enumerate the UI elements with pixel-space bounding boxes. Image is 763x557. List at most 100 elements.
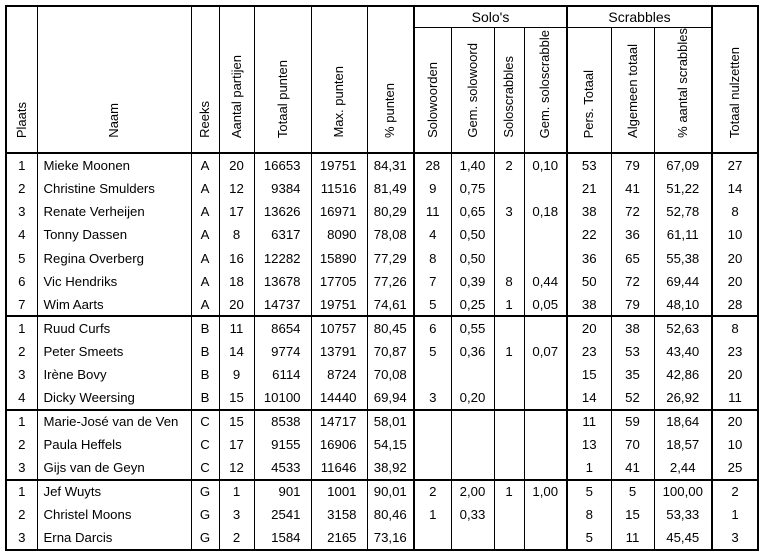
col-header-pct-punten-label: % punten <box>382 83 398 138</box>
cell-soloscrabbles: 1 <box>493 339 525 364</box>
cell-soloscrabbles <box>493 363 525 387</box>
cell-solowoorden <box>413 408 452 434</box>
col-header-pct-aantal-scrabbles: % aantal scrabbles <box>653 26 713 154</box>
cell-plaats: 2 <box>5 503 38 527</box>
cell-reeks: A <box>190 246 220 270</box>
cell-pers-totaal: 21 <box>566 176 612 200</box>
cell-reeks: G <box>190 478 220 504</box>
table-header: Plaats Naam Reeks Aantal partijen Totaal… <box>5 5 759 154</box>
cell-totaal-nulzetten: 20 <box>711 363 759 387</box>
cell-gem-solowoord: 0,39 <box>450 269 495 294</box>
cell-totaal-punten: 6114 <box>253 363 312 387</box>
cell-totaal-punten: 14737 <box>253 293 312 317</box>
cell-plaats: 1 <box>5 408 38 434</box>
table-row: 1 Ruud Curfs B 11 8654 10757 80,45 6 0,55 20 38 52,… <box>5 315 759 340</box>
col-header-soloscrabbles-label: Soloscrabbles <box>501 56 517 138</box>
cell-gem-soloscrabble <box>523 223 568 247</box>
cell-totaal-punten: 12282 <box>253 246 312 270</box>
cell-pers-totaal: 22 <box>566 223 612 247</box>
cell-pers-totaal: 1 <box>566 456 612 480</box>
cell-max-punten: 14717 <box>310 408 368 434</box>
cell-naam: Renate Verheijen <box>36 199 192 224</box>
cell-totaal-punten: 13678 <box>253 269 312 294</box>
table-row: 2 Christel Moons G 3 2541 3158 80,46 1 0,33 8 15 53… <box>5 503 759 527</box>
col-header-totaal-nulzetten: Totaal nulzetten <box>711 5 759 154</box>
cell-totaal-nulzetten: 23 <box>711 339 759 364</box>
cell-pct-punten: 70,87 <box>366 339 415 364</box>
cell-algemeen-totaal: 72 <box>610 199 655 224</box>
cell-soloscrabbles <box>493 176 525 200</box>
cell-pers-totaal: 5 <box>566 526 612 550</box>
cell-gem-soloscrabble: 0,10 <box>523 151 568 177</box>
cell-soloscrabbles <box>493 223 525 247</box>
col-header-naam: Naam <box>36 5 192 154</box>
table-row: 1 Mieke Moonen A 20 16653 19751 84,31 28 1,40 2 0,… <box>5 151 759 177</box>
cell-totaal-punten: 16653 <box>253 151 312 177</box>
table-body: 1 Mieke Moonen A 20 16653 19751 84,31 28 1,40 2 0,… <box>5 151 759 550</box>
cell-aantal-partijen: 2 <box>218 526 255 550</box>
cell-solowoorden: 8 <box>413 246 452 270</box>
col-header-soloscrabbles: Soloscrabbles <box>493 26 525 154</box>
cell-pct-aantal-scrabbles: 51,22 <box>653 176 713 200</box>
results-table: Plaats Naam Reeks Aantal partijen Totaal… <box>5 5 760 551</box>
col-header-totaal-nulzetten-label: Totaal nulzetten <box>727 46 743 138</box>
col-header-algemeen-totaal-label: Algemeen totaal <box>624 44 640 138</box>
cell-gem-solowoord: 0,55 <box>450 315 495 340</box>
cell-pct-punten: 80,45 <box>366 315 415 340</box>
cell-gem-solowoord: 0,33 <box>450 503 495 527</box>
cell-max-punten: 14440 <box>310 386 368 410</box>
cell-aantal-partijen: 17 <box>218 433 255 457</box>
cell-pct-punten: 84,31 <box>366 151 415 177</box>
cell-aantal-partijen: 12 <box>218 456 255 480</box>
cell-totaal-punten: 8538 <box>253 408 312 434</box>
cell-gem-soloscrabble <box>523 433 568 457</box>
cell-pct-punten: 38,92 <box>366 456 415 480</box>
cell-pct-aantal-scrabbles: 52,63 <box>653 315 713 340</box>
cell-gem-solowoord: 0,20 <box>450 386 495 410</box>
cell-reeks: C <box>190 408 220 434</box>
cell-plaats: 6 <box>5 269 38 294</box>
cell-pct-punten: 81,49 <box>366 176 415 200</box>
cell-max-punten: 8090 <box>310 223 368 247</box>
cell-totaal-nulzetten: 11 <box>711 386 759 410</box>
cell-naam: Tonny Dassen <box>36 223 192 247</box>
cell-pct-aantal-scrabbles: 26,92 <box>653 386 713 410</box>
cell-pct-aantal-scrabbles: 55,38 <box>653 246 713 270</box>
cell-pct-punten: 74,61 <box>366 293 415 317</box>
cell-max-punten: 2165 <box>310 526 368 550</box>
col-header-aantal-partijen-label: Aantal partijen <box>228 54 244 138</box>
cell-plaats: 3 <box>5 199 38 224</box>
cell-pers-totaal: 23 <box>566 339 612 364</box>
cell-naam: Christel Moons <box>36 503 192 527</box>
cell-reeks: A <box>190 151 220 177</box>
cell-gem-soloscrabble <box>523 363 568 387</box>
cell-gem-solowoord <box>450 456 495 480</box>
cell-totaal-nulzetten: 20 <box>711 269 759 294</box>
cell-totaal-punten: 2541 <box>253 503 312 527</box>
cell-naam: Marie-José van de Ven <box>36 408 192 434</box>
cell-gem-solowoord <box>450 363 495 387</box>
cell-gem-solowoord <box>450 408 495 434</box>
cell-soloscrabbles <box>493 526 525 550</box>
cell-aantal-partijen: 20 <box>218 293 255 317</box>
cell-pct-punten: 77,26 <box>366 269 415 294</box>
group-header-row: Plaats Naam Reeks Aantal partijen Totaal… <box>5 5 759 154</box>
cell-gem-solowoord: 2,00 <box>450 478 495 504</box>
cell-pct-punten: 70,08 <box>366 363 415 387</box>
cell-pct-punten: 54,15 <box>366 433 415 457</box>
cell-pers-totaal: 8 <box>566 503 612 527</box>
cell-soloscrabbles: 2 <box>493 151 525 177</box>
cell-naam: Erna Darcis <box>36 526 192 550</box>
cell-pers-totaal: 36 <box>566 246 612 270</box>
cell-totaal-nulzetten: 28 <box>711 293 759 317</box>
cell-gem-soloscrabble: 0,07 <box>523 339 568 364</box>
cell-gem-solowoord: 0,25 <box>450 293 495 317</box>
cell-pct-punten: 69,94 <box>366 386 415 410</box>
cell-aantal-partijen: 17 <box>218 199 255 224</box>
col-header-solowoorden: Solowoorden <box>413 26 452 154</box>
col-header-pct-punten: % punten <box>366 5 415 154</box>
cell-pers-totaal: 14 <box>566 386 612 410</box>
cell-max-punten: 11516 <box>310 176 368 200</box>
cell-pct-aantal-scrabbles: 45,45 <box>653 526 713 550</box>
cell-totaal-nulzetten: 10 <box>711 223 759 247</box>
